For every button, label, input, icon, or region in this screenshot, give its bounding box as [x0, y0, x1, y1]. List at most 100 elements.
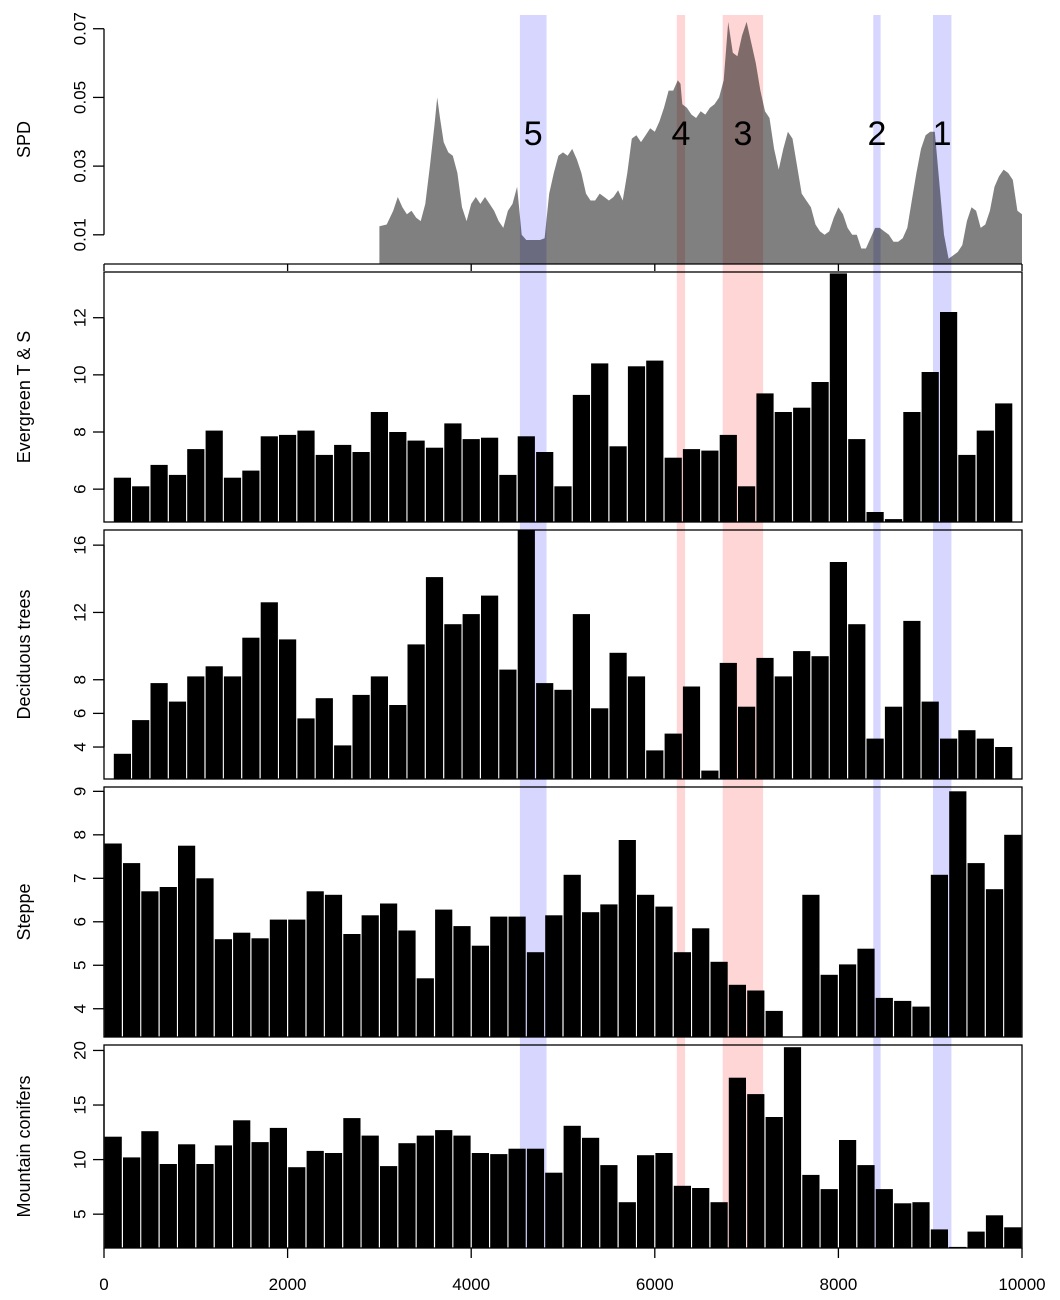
panel-box [103, 529, 1023, 780]
y-tick-label: 0.01 [71, 218, 90, 251]
bar [306, 1150, 324, 1248]
bar [857, 948, 875, 1037]
y-axis: 4 5 6 7 8 9 Steppe [14, 787, 105, 1013]
bar [903, 620, 921, 779]
bar [251, 1142, 269, 1248]
bar [1004, 834, 1022, 1037]
bar [857, 1165, 875, 1248]
bar [297, 430, 315, 522]
bar [545, 915, 563, 1037]
bar [416, 978, 434, 1037]
bar [499, 474, 517, 522]
x-tick-label: 8000 [819, 1275, 857, 1294]
y-axis: 6 8 10 12 Evergreen T & S [14, 308, 105, 494]
bar [444, 624, 462, 779]
bar [701, 450, 719, 522]
y-tick-label: 20 [71, 1041, 90, 1060]
bar [471, 1153, 489, 1248]
bar [701, 770, 719, 779]
bar [380, 903, 398, 1037]
y-axis-label: SPD [14, 121, 34, 158]
bar [572, 614, 590, 779]
bar [591, 708, 609, 779]
bar [848, 624, 866, 779]
bar [251, 938, 269, 1037]
bar [242, 637, 260, 779]
bar [682, 686, 701, 779]
event-band-2 [873, 15, 881, 1248]
bar [150, 683, 168, 779]
bar [462, 614, 480, 779]
panel-deciduous-trees: 4 6 8 12 16 Deciduous trees [14, 530, 1013, 779]
bar [361, 1135, 379, 1248]
x-tick-label: 4000 [452, 1275, 490, 1294]
bar [958, 454, 976, 522]
y-tick-label: 4 [71, 742, 90, 751]
bar [242, 470, 260, 522]
y-axis-label: Deciduous trees [14, 589, 34, 719]
bar [269, 1127, 287, 1248]
bar [563, 874, 581, 1037]
bar [214, 939, 232, 1037]
bar [435, 909, 453, 1037]
panel-box [103, 786, 1023, 1038]
bar [829, 562, 847, 779]
bar [692, 928, 710, 1037]
bar [1004, 1227, 1022, 1248]
event-label-1: 1 [933, 115, 952, 153]
panel-steppe: 4 5 6 7 8 9 Steppe [14, 787, 1022, 1037]
bar [435, 1130, 453, 1248]
bar [995, 747, 1013, 779]
bar [462, 439, 480, 522]
bar [894, 1000, 912, 1037]
bar [481, 437, 499, 522]
bar [646, 360, 664, 522]
bar [829, 273, 847, 522]
y-tick-label: 4 [71, 1004, 90, 1013]
bar [233, 932, 251, 1037]
bar [884, 519, 903, 522]
bar [967, 863, 985, 1037]
bar [269, 919, 287, 1037]
bar [655, 1153, 673, 1248]
bar [260, 436, 278, 522]
bar [627, 366, 646, 522]
y-tick-label: 10 [71, 1150, 90, 1169]
bar [481, 595, 499, 779]
bar [582, 1137, 600, 1248]
bar [894, 1203, 912, 1248]
bar [288, 1167, 306, 1248]
bar [793, 407, 811, 522]
bar [682, 449, 701, 522]
bar [104, 843, 122, 1037]
bar [563, 1125, 581, 1248]
bar [141, 891, 159, 1037]
y-tick-label: 7 [71, 874, 90, 883]
bar [132, 486, 150, 522]
bar [389, 432, 407, 522]
bar [370, 676, 388, 779]
y-axis: 0.01 0.03 0.05 0.07 SPD [14, 12, 105, 251]
bar [793, 651, 811, 779]
y-axis-label: Mountain conifers [14, 1075, 34, 1217]
bar [903, 412, 921, 522]
bar [453, 926, 471, 1037]
bar [334, 444, 352, 522]
bar [416, 1135, 434, 1248]
bar [168, 701, 187, 779]
y-tick-label: 0.05 [71, 81, 90, 114]
bar [123, 1157, 141, 1248]
bar [765, 1117, 783, 1248]
bar [361, 915, 379, 1037]
bar [223, 477, 242, 522]
bar [637, 894, 655, 1037]
bar [995, 403, 1013, 522]
event-band-1 [933, 15, 952, 1248]
bar [260, 602, 278, 779]
bar [490, 1154, 508, 1248]
bar [572, 394, 590, 522]
event-label-4: 4 [672, 115, 691, 153]
bar [407, 440, 425, 522]
bar [949, 791, 967, 1037]
